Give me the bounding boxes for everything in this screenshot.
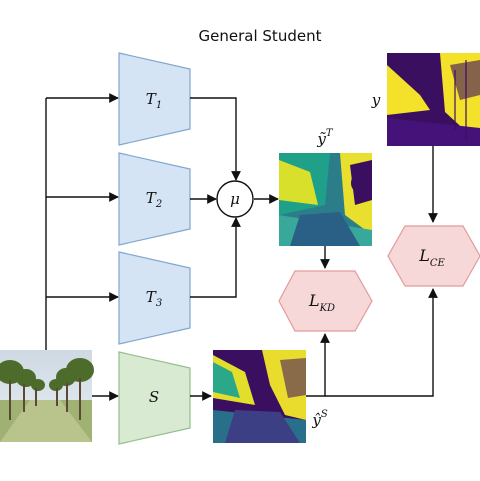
student-output-label: ŷS [311,409,327,429]
input-image [0,350,94,442]
loss-kd-label: L [308,291,320,310]
student-block: S [119,352,190,444]
teacher-output-map [279,153,372,246]
ground-truth-label: y [371,91,381,109]
teacher-2-subscript: 2 [155,199,162,210]
loss-ce-subscript: CE [430,258,446,269]
teacher-3-subscript: 3 [156,298,162,309]
teacher-1-block: T1 [119,53,190,145]
student-output-map [213,350,306,443]
loss-kd-block: LKD [279,271,372,331]
student-label: S [149,388,159,406]
diagram-title: General Student [199,27,322,45]
loss-kd-subscript: KD [319,303,336,314]
teacher-1-subscript: 1 [156,100,162,111]
ground-truth-map [387,53,480,146]
teacher-2-block: T2 [119,153,190,245]
mean-operator: μ [217,181,253,217]
teacher-3-block: T3 [119,252,190,344]
loss-ce-label: L [418,246,430,265]
loss-ce-block: LCE [388,226,480,286]
mean-label: μ [230,190,240,208]
teacher-output-label: ỹT [316,128,333,148]
